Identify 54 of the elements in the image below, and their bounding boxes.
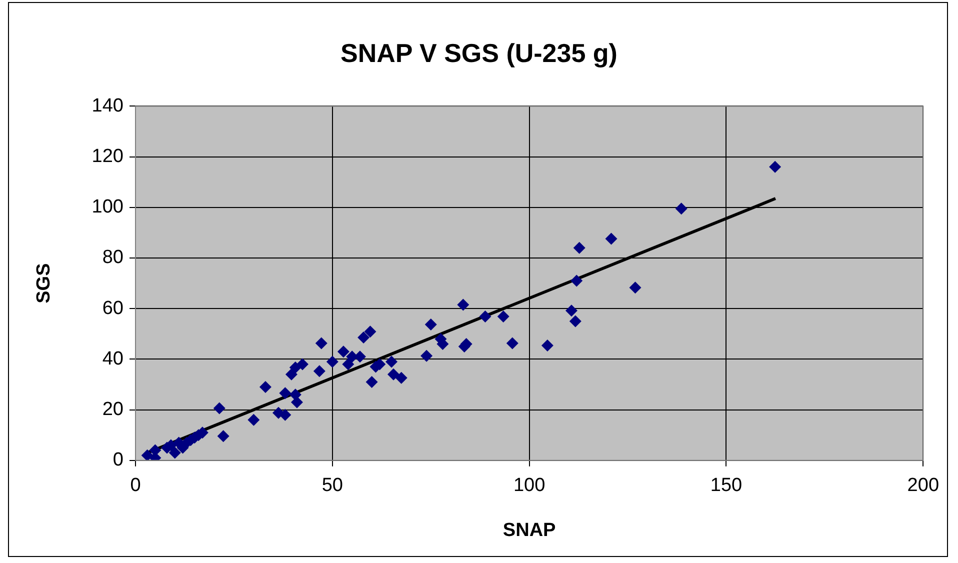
point [213,402,226,414]
x-tick-label: 50 [322,475,343,496]
point [342,358,354,370]
point [364,326,376,338]
point [506,337,518,350]
point [385,356,398,368]
y-tick-label: 120 [92,146,124,168]
y-tick-label: 0 [112,450,124,471]
point [290,396,303,408]
point [141,449,154,460]
y-tick-label: 140 [92,95,124,116]
point [279,408,292,421]
chart-title: SNAP V SGS (U-235 g) [340,38,618,68]
point [296,358,308,370]
point [573,242,586,254]
point [565,304,578,317]
point [217,430,230,442]
point [605,232,618,245]
point [541,340,554,352]
point [285,368,298,380]
point [497,310,510,322]
y-tick-label: 40 [102,348,124,370]
y-tick-label: 80 [102,247,124,268]
point [337,346,350,358]
point [457,298,470,311]
y-tick-label: 60 [102,298,124,319]
point [387,368,400,380]
point [366,376,378,388]
point [289,362,302,374]
point [358,331,370,344]
x-tick-label: 0 [130,475,141,496]
point [326,356,338,368]
point [395,372,408,384]
point [420,350,433,362]
point [769,160,782,173]
point [279,387,292,400]
point [168,446,181,459]
y-tick-label: 100 [92,196,124,218]
point [479,310,492,322]
point [259,381,272,394]
point [315,337,328,350]
point [424,318,437,331]
x-axis-title: SNAP [502,520,556,541]
x-tick-label: 150 [710,475,742,496]
point [570,274,583,287]
point [248,414,260,426]
point [313,365,326,378]
point [675,202,688,215]
point [569,315,582,328]
y-tick-label: 20 [102,399,124,420]
y-axis-title: SGS [34,263,55,304]
point [629,282,642,294]
x-tick-label: 100 [513,475,546,496]
x-tick-label: 200 [907,475,939,496]
